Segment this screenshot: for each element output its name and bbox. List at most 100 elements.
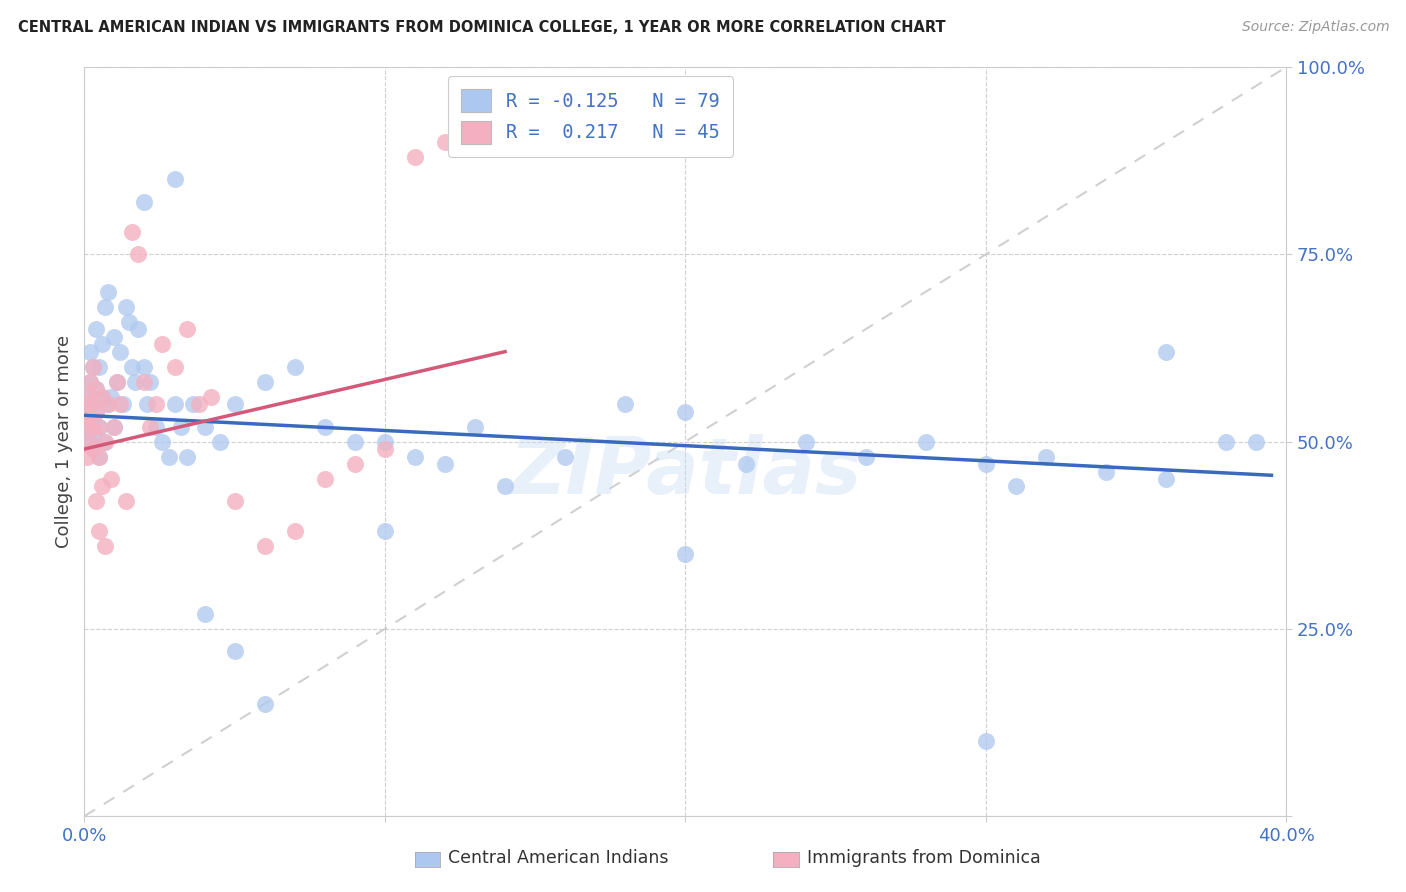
Point <box>97 397 120 411</box>
Point <box>181 397 204 411</box>
Point <box>94 434 117 449</box>
Text: ZIPatlas: ZIPatlas <box>509 434 862 509</box>
Point <box>89 450 111 464</box>
Point <box>134 375 156 389</box>
Point <box>127 247 149 261</box>
Point <box>79 397 101 411</box>
Point <box>253 375 276 389</box>
Point <box>79 412 101 426</box>
Point <box>82 419 104 434</box>
Point <box>136 397 159 411</box>
Point <box>374 442 396 456</box>
Point <box>82 442 104 456</box>
Point <box>110 397 132 411</box>
Point <box>121 359 143 374</box>
Point <box>103 419 125 434</box>
Point <box>86 494 108 508</box>
Point <box>76 390 98 404</box>
Point <box>97 397 120 411</box>
Point <box>675 404 697 418</box>
Point <box>82 359 104 374</box>
Point <box>91 479 114 493</box>
Point <box>1156 344 1178 359</box>
Point <box>82 359 104 374</box>
Point <box>314 472 336 486</box>
Point <box>200 390 222 404</box>
Point <box>1035 450 1057 464</box>
Point <box>284 524 307 539</box>
Point <box>734 457 756 471</box>
Point <box>118 315 141 329</box>
Point <box>176 322 198 336</box>
Point <box>139 375 162 389</box>
Point <box>253 697 276 711</box>
Point <box>974 457 997 471</box>
Point <box>194 419 217 434</box>
Point <box>374 524 396 539</box>
Text: Source: ZipAtlas.com: Source: ZipAtlas.com <box>1241 20 1389 34</box>
Point <box>253 540 276 554</box>
Point <box>176 450 198 464</box>
Point <box>434 457 457 471</box>
Point <box>76 450 98 464</box>
Point <box>115 494 138 508</box>
Point <box>614 397 637 411</box>
Point <box>107 375 129 389</box>
Point <box>554 450 576 464</box>
Point <box>79 434 101 449</box>
Point <box>1095 465 1118 479</box>
Point <box>107 375 129 389</box>
Point <box>79 375 101 389</box>
Point <box>121 225 143 239</box>
Point <box>1246 434 1268 449</box>
Point <box>434 135 457 149</box>
Point <box>187 397 209 411</box>
Point <box>91 390 114 404</box>
Point <box>794 434 817 449</box>
Point <box>343 457 366 471</box>
Legend: R = -0.125   N = 79, R =  0.217   N = 45: R = -0.125 N = 79, R = 0.217 N = 45 <box>449 77 734 157</box>
Point <box>163 172 186 186</box>
Point <box>91 390 114 404</box>
Point <box>374 434 396 449</box>
Point <box>97 285 120 299</box>
Point <box>675 547 697 561</box>
Point <box>152 434 174 449</box>
Point <box>100 390 122 404</box>
Point <box>124 375 146 389</box>
Point <box>855 450 877 464</box>
Point <box>163 397 186 411</box>
Point <box>145 419 167 434</box>
Point <box>494 479 516 493</box>
Point <box>1005 479 1028 493</box>
Point <box>89 359 111 374</box>
Point <box>91 337 114 351</box>
Point <box>163 359 186 374</box>
Point <box>208 434 231 449</box>
Point <box>94 434 117 449</box>
Point <box>1156 472 1178 486</box>
Point <box>314 419 336 434</box>
Point <box>89 524 111 539</box>
Text: Central American Indians: Central American Indians <box>449 849 669 867</box>
Point <box>145 397 167 411</box>
Point <box>94 300 117 314</box>
Point <box>404 150 426 164</box>
Point <box>157 450 180 464</box>
Point <box>100 472 122 486</box>
Point <box>79 375 101 389</box>
Point <box>76 404 98 418</box>
Text: CENTRAL AMERICAN INDIAN VS IMMIGRANTS FROM DOMINICA COLLEGE, 1 YEAR OR MORE CORR: CENTRAL AMERICAN INDIAN VS IMMIGRANTS FR… <box>18 20 946 35</box>
Point <box>79 434 101 449</box>
Point <box>79 397 101 411</box>
Point <box>464 419 486 434</box>
Point <box>82 442 104 456</box>
Point <box>284 359 307 374</box>
Point <box>86 382 108 396</box>
Point <box>76 419 98 434</box>
Point <box>169 419 191 434</box>
Point <box>915 434 938 449</box>
Point <box>112 397 135 411</box>
Point <box>82 427 104 442</box>
Point <box>94 540 117 554</box>
